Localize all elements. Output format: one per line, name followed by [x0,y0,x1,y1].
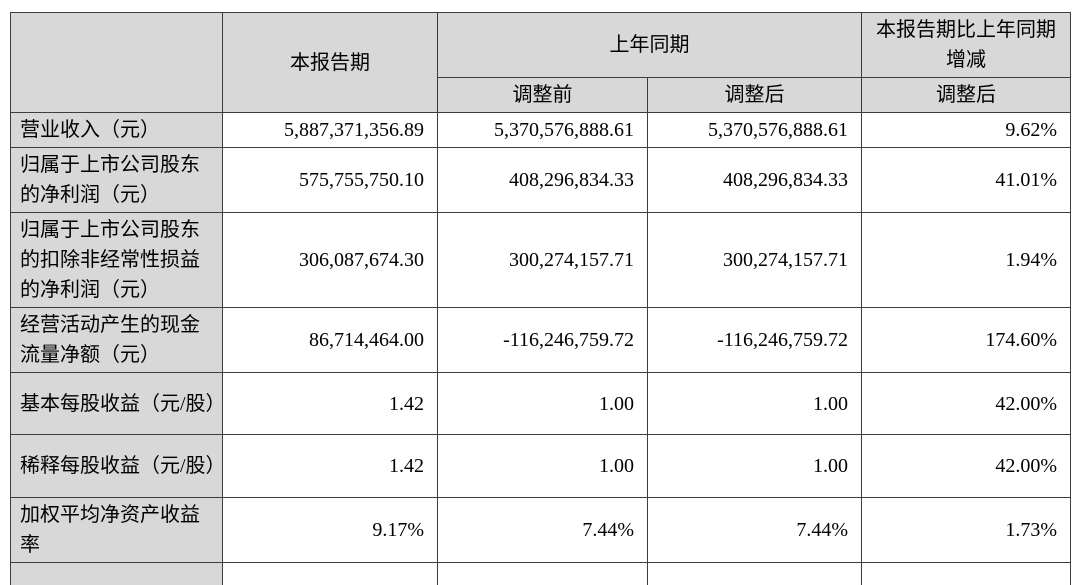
header-change-after-adjustment: 调整后 [861,77,1071,113]
header-corner-cell [10,12,223,113]
cell-prior-after-adjustment: 7.44% [647,497,862,563]
row-label: 营业收入（元） [10,112,223,148]
table-row-operating-revenue: 营业收入（元） 5,887,371,356.89 5,370,576,888.6… [10,112,1071,148]
table-row-net-profit: 归属于上市公司股东的净利润（元） 575,755,750.10 408,296,… [10,147,1071,213]
row-label: 稀释每股收益（元/股） [10,434,223,498]
header-prior-period: 上年同期 [437,12,862,78]
cell-change: 42.00% [861,372,1071,435]
table-row-cutoff [10,562,1071,585]
cell-change: 174.60% [861,307,1071,373]
cell-change: 42.00% [861,434,1071,498]
header-after-adjustment: 调整后 [647,77,862,113]
header-current-period: 本报告期 [222,12,438,113]
cell-current-period [222,562,438,585]
cell-current-period: 86,714,464.00 [222,307,438,373]
row-label: 归属于上市公司股东的净利润（元） [10,147,223,213]
cell-prior-before-adjustment: 408,296,834.33 [437,147,648,213]
table-row-net-profit-excl-nonrecurring: 归属于上市公司股东的扣除非经常性损益的净利润（元） 306,087,674.30… [10,212,1071,308]
row-label [10,562,223,585]
financial-summary-table-container: 本报告期 上年同期 本报告期比上年同期增减 调整前 调整后 调整后 营业收入（元… [10,12,1071,585]
table-row-weighted-avg-roe: 加权平均净资产收益率 9.17% 7.44% 7.44% 1.73% [10,497,1071,563]
cell-prior-after-adjustment: -116,246,759.72 [647,307,862,373]
table-row-operating-cash-flow: 经营活动产生的现金流量净额（元） 86,714,464.00 -116,246,… [10,307,1071,373]
cell-current-period: 1.42 [222,372,438,435]
header-row-1: 本报告期 上年同期 本报告期比上年同期增减 [10,12,1071,113]
row-label: 归属于上市公司股东的扣除非经常性损益的净利润（元） [10,212,223,308]
cell-change: 41.01% [861,147,1071,213]
cell-current-period: 1.42 [222,434,438,498]
header-row-2: 调整前 调整后 调整后 [11,77,1071,113]
cell-prior-before-adjustment: -116,246,759.72 [437,307,648,373]
header-change-vs-prior: 本报告期比上年同期增减 [861,12,1071,78]
cell-prior-before-adjustment: 300,274,157.71 [437,212,648,308]
cell-change: 9.62% [861,112,1071,148]
cell-prior-after-adjustment: 300,274,157.71 [647,212,862,308]
cell-current-period: 5,887,371,356.89 [222,112,438,148]
cell-change: 1.94% [861,212,1071,308]
row-label: 经营活动产生的现金流量净额（元） [10,307,223,373]
cell-prior-after-adjustment: 1.00 [647,372,862,435]
cell-prior-after-adjustment: 1.00 [647,434,862,498]
cell-prior-before-adjustment: 7.44% [437,497,648,563]
cell-prior-after-adjustment: 408,296,834.33 [647,147,862,213]
cell-prior-before-adjustment: 1.00 [437,372,648,435]
cell-change: 1.73% [861,497,1071,563]
cell-current-period: 575,755,750.10 [222,147,438,213]
cell-prior-before-adjustment: 1.00 [437,434,648,498]
cell-change [861,562,1071,585]
cell-prior-after-adjustment: 5,370,576,888.61 [647,112,862,148]
financial-summary-table: 本报告期 上年同期 本报告期比上年同期增减 调整前 调整后 调整后 营业收入（元… [10,12,1071,585]
cell-prior-after-adjustment [647,562,862,585]
cell-prior-before-adjustment: 5,370,576,888.61 [437,112,648,148]
header-before-adjustment: 调整前 [437,77,648,113]
row-label: 基本每股收益（元/股） [10,372,223,435]
table-row-basic-eps: 基本每股收益（元/股） 1.42 1.00 1.00 42.00% [10,372,1071,435]
table-row-diluted-eps: 稀释每股收益（元/股） 1.42 1.00 1.00 42.00% [10,434,1071,498]
row-label: 加权平均净资产收益率 [10,497,223,563]
cell-current-period: 9.17% [222,497,438,563]
cell-prior-before-adjustment [437,562,648,585]
cell-current-period: 306,087,674.30 [222,212,438,308]
